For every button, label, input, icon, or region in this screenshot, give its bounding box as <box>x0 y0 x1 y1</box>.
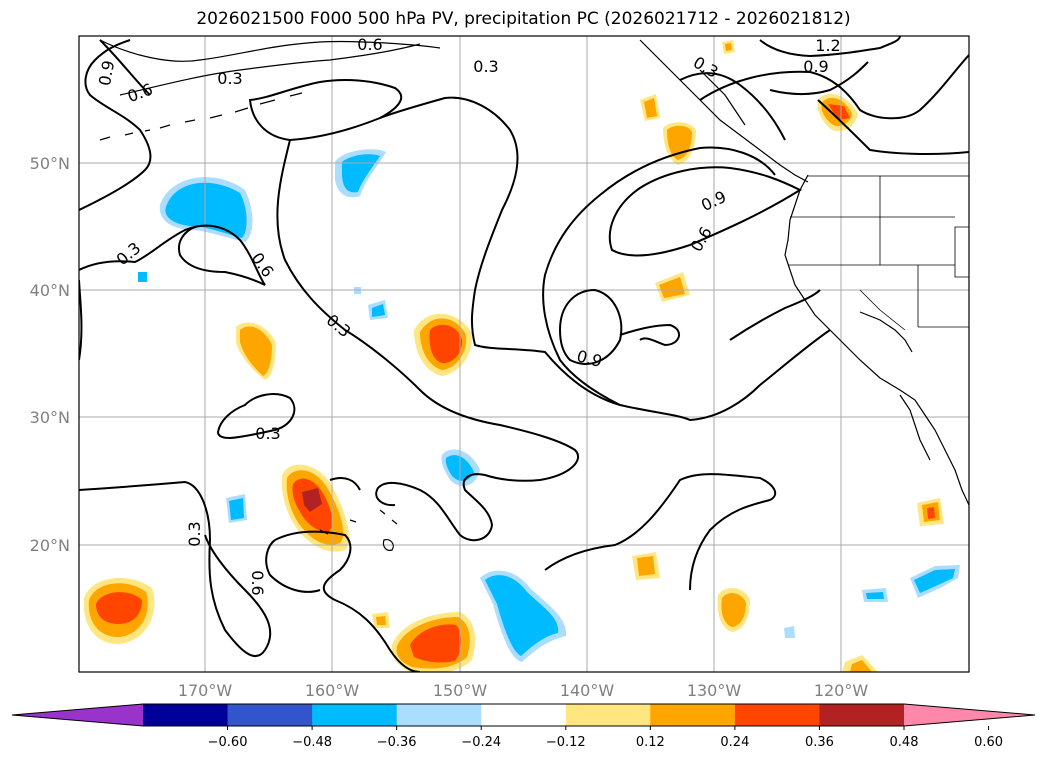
lon-tick-label: 160°W <box>305 681 360 700</box>
contour-label: 0.9 <box>95 59 118 87</box>
contour-label: 0.9 <box>803 57 828 76</box>
colorbar-tick-label: −0.12 <box>546 735 586 750</box>
contour-label: 0.3 <box>217 69 242 88</box>
plot-area: 0.6 0.3 0.3 0.6 0.9 1.2 0.9 0.3 0.9 0.6 … <box>79 35 969 672</box>
colorbar-segment <box>734 704 820 726</box>
lon-tick-label: 130°W <box>687 681 742 700</box>
lat-tick-label: 40°N <box>30 281 70 300</box>
colorbar-segment <box>481 704 567 726</box>
contour-label: 0.6 <box>248 570 267 595</box>
lat-tick-label: 30°N <box>30 408 70 427</box>
lat-tick-label: 50°N <box>30 154 70 173</box>
colorbar-tick-label: 0.36 <box>805 735 834 750</box>
lat-tick-label: 20°N <box>30 536 70 555</box>
colorbar-tick-label: −0.48 <box>292 735 332 750</box>
pv-contours <box>79 36 969 672</box>
contour-label: 0.6 <box>357 35 382 54</box>
lon-tick-label: 140°W <box>560 681 615 700</box>
colorbar-segment <box>819 704 905 726</box>
coastlines <box>99 39 969 551</box>
colorbar-tick-label: 0.24 <box>720 735 749 750</box>
state-borders <box>788 175 969 331</box>
lon-tick-label: 170°W <box>178 681 233 700</box>
colorbar-tick-label: −0.24 <box>461 735 501 750</box>
latitude-axis: 50°N 40°N 30°N 20°N <box>30 154 70 555</box>
precip-patches <box>83 40 960 672</box>
contour-label: 0.3 <box>255 424 280 443</box>
longitude-axis: 170°W 160°W 150°W 140°W 130°W 120°W <box>178 681 869 700</box>
colorbar-tick-label: 0.60 <box>974 735 1003 750</box>
colorbar-segment <box>396 704 482 726</box>
colorbar-segment <box>227 704 313 726</box>
colorbar-segment <box>650 704 736 726</box>
colorbar-segment <box>312 704 398 726</box>
colorbar-tick-label: 0.48 <box>890 735 919 750</box>
colorbar-extend-low <box>12 704 143 726</box>
colorbar-segment <box>565 704 651 726</box>
contour-label: 0.3 <box>473 57 498 76</box>
colorbar-tick-label: 0.12 <box>636 735 665 750</box>
lon-tick-label: 150°W <box>433 681 488 700</box>
colorbar-segment <box>143 704 229 726</box>
lon-tick-label: 120°W <box>814 681 869 700</box>
colorbar: −0.60 −0.48 −0.36 −0.24 −0.12 0.12 0.24 0.36 0.4… <box>11 703 1036 750</box>
contour-label: 1.2 <box>815 36 840 55</box>
colorbar-tick-label: −0.60 <box>208 735 248 750</box>
colorbar-tick-label: −0.36 <box>377 735 417 750</box>
map-title: 2026021500 F000 500 hPa PV, precipitatio… <box>196 9 851 29</box>
plot-frame <box>78 35 970 673</box>
colorbar-extend-high <box>904 704 1035 726</box>
contour-label: 0.3 <box>185 521 204 546</box>
colorbar-outline <box>11 703 1036 727</box>
